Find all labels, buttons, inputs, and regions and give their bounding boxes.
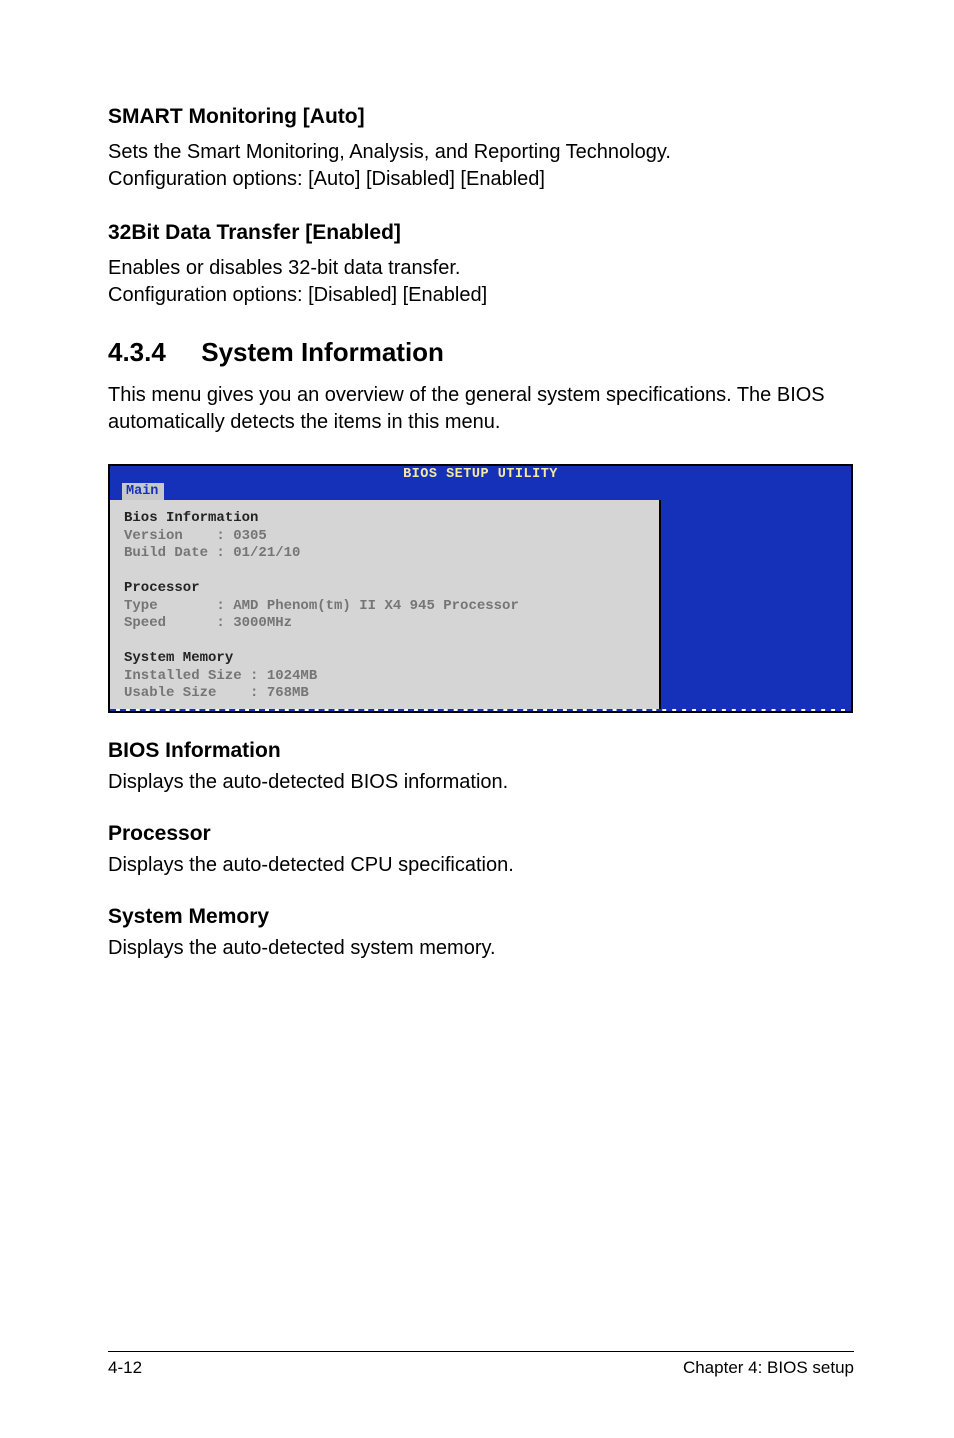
bios-bottom-border <box>110 709 851 711</box>
bios-line: Processor <box>124 580 200 596</box>
footer-page-number: 4-12 <box>108 1358 142 1378</box>
text-smart-monitoring: Sets the Smart Monitoring, Analysis, and… <box>108 139 854 193</box>
heading-title: System Information <box>201 337 444 367</box>
bios-line: Speed : 3000MHz <box>124 615 292 631</box>
bios-header: BIOS SETUP UTILITY Main <box>110 466 851 500</box>
text-line: Sets the Smart Monitoring, Analysis, and… <box>108 141 671 163</box>
bios-body: Bios Information Version : 0305 Build Da… <box>110 500 851 709</box>
heading-system-memory: System Memory <box>108 905 854 929</box>
bios-tab-main: Main <box>122 483 164 500</box>
bios-right-panel <box>661 500 851 709</box>
heading-32bit-transfer: 32Bit Data Transfer [Enabled] <box>108 221 854 245</box>
heading-processor: Processor <box>108 822 854 846</box>
text-line: Configuration options: [Auto] [Disabled]… <box>108 168 545 190</box>
text-32bit-transfer: Enables or disables 32-bit data transfer… <box>108 255 854 309</box>
heading-number: 4.3.4 <box>108 337 194 368</box>
bios-line: System Memory <box>124 650 233 666</box>
text-system-information: This menu gives you an overview of the g… <box>108 382 854 436</box>
bios-line: Installed Size : 1024MB <box>124 668 317 684</box>
footer-chapter-title: Chapter 4: BIOS setup <box>683 1358 854 1378</box>
text-line: Enables or disables 32-bit data transfer… <box>108 257 460 279</box>
heading-smart-monitoring: SMART Monitoring [Auto] <box>108 105 854 129</box>
text-bios-information: Displays the auto-detected BIOS informat… <box>108 769 854 796</box>
bios-screenshot: BIOS SETUP UTILITY Main Bios Information… <box>108 464 854 713</box>
page-footer: 4-12 Chapter 4: BIOS setup <box>108 1351 854 1378</box>
heading-system-information: 4.3.4 System Information <box>108 337 854 368</box>
text-processor: Displays the auto-detected CPU specifica… <box>108 852 854 879</box>
bios-title: BIOS SETUP UTILITY <box>110 466 851 482</box>
bios-line: Bios Information <box>124 510 258 526</box>
bios-left-panel: Bios Information Version : 0305 Build Da… <box>110 500 661 709</box>
bios-line: Usable Size : 768MB <box>124 685 309 701</box>
bios-line: Build Date : 01/21/10 <box>124 545 300 561</box>
bios-box: BIOS SETUP UTILITY Main Bios Information… <box>108 464 853 713</box>
bios-line: Type : AMD Phenom(tm) II X4 945 Processo… <box>124 598 519 614</box>
text-line: Configuration options: [Disabled] [Enabl… <box>108 284 487 306</box>
text-system-memory: Displays the auto-detected system memory… <box>108 935 854 962</box>
heading-bios-information: BIOS Information <box>108 739 854 763</box>
bios-line: Version : 0305 <box>124 528 267 544</box>
footer-divider <box>108 1351 854 1352</box>
